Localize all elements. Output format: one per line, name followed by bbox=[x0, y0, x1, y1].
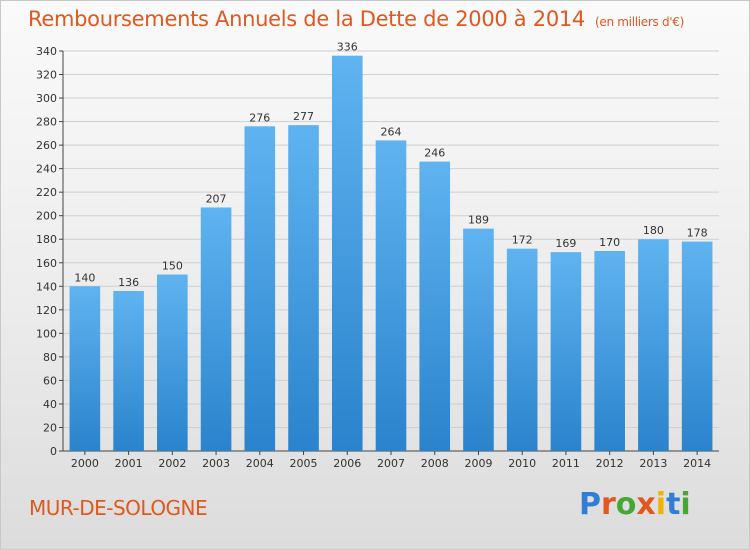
y-tick-label: 60 bbox=[43, 374, 57, 387]
x-tick-label: 2002 bbox=[158, 457, 186, 470]
bar-value-label: 189 bbox=[468, 214, 489, 227]
bar-value-label: 140 bbox=[74, 271, 95, 284]
logo-letter: o bbox=[615, 487, 637, 522]
x-tick-label: 2004 bbox=[246, 457, 274, 470]
chart-title-text: Remboursements Annuels de la Dette de 20… bbox=[28, 7, 585, 31]
y-tick-label: 40 bbox=[43, 398, 57, 411]
proxiti-logo: Proxiti bbox=[579, 487, 691, 522]
bar bbox=[69, 286, 101, 451]
x-tick-label: 2011 bbox=[552, 457, 580, 470]
x-tick-label: 2006 bbox=[333, 457, 361, 470]
bar bbox=[506, 248, 538, 451]
y-tick-label: 140 bbox=[36, 280, 57, 293]
bar bbox=[638, 239, 669, 451]
bar bbox=[288, 125, 319, 451]
y-tick-label: 180 bbox=[36, 233, 57, 246]
commune-name: MUR-DE-SOLOGNE bbox=[29, 496, 208, 520]
y-tick-label: 120 bbox=[36, 304, 57, 317]
logo-letter: r bbox=[601, 487, 616, 522]
x-tick-label: 2005 bbox=[290, 457, 318, 470]
x-tick-label: 2009 bbox=[464, 457, 492, 470]
bar-value-label: 246 bbox=[424, 147, 445, 160]
y-tick-label: 320 bbox=[36, 69, 57, 82]
bar bbox=[550, 252, 582, 451]
bar-value-label: 336 bbox=[337, 41, 358, 54]
y-tick-label: 240 bbox=[36, 163, 57, 176]
chart-title: Remboursements Annuels de la Dette de 20… bbox=[28, 7, 684, 31]
x-tick-label: 2001 bbox=[115, 457, 143, 470]
x-tick-label: 2014 bbox=[683, 457, 711, 470]
bar bbox=[375, 140, 407, 452]
x-tick-label: 2012 bbox=[596, 457, 624, 470]
bar bbox=[200, 207, 232, 451]
x-tick-label: 2008 bbox=[421, 457, 449, 470]
bar bbox=[419, 161, 451, 451]
chart-unit: (en milliers d'€) bbox=[595, 15, 685, 29]
y-tick-label: 100 bbox=[36, 327, 57, 340]
x-tick-label: 2003 bbox=[202, 457, 230, 470]
y-tick-label: 20 bbox=[43, 421, 57, 434]
x-tick-label: 2013 bbox=[639, 457, 667, 470]
logo-letter: t bbox=[666, 487, 681, 522]
bar bbox=[463, 228, 494, 451]
x-tick-label: 2000 bbox=[71, 457, 99, 470]
bar bbox=[681, 241, 713, 451]
bar-value-label: 170 bbox=[599, 236, 620, 249]
x-tick-label: 2007 bbox=[377, 457, 405, 470]
y-tick-label: 220 bbox=[36, 186, 57, 199]
bar bbox=[594, 251, 625, 451]
logo-letter: P bbox=[579, 487, 601, 522]
bar-value-label: 136 bbox=[118, 276, 139, 289]
x-tick-label: 2010 bbox=[508, 457, 536, 470]
bar-value-label: 150 bbox=[162, 260, 183, 273]
labels: 0 20 40 60 80 100 120 140 160 180 200 220 240 260 280 3… bbox=[36, 41, 711, 470]
bar bbox=[157, 274, 188, 451]
bar-value-label: 180 bbox=[643, 224, 664, 237]
bars bbox=[69, 55, 713, 452]
y-tick-label: 260 bbox=[36, 139, 57, 152]
logo-letter: i bbox=[655, 487, 667, 522]
bar-value-label: 207 bbox=[206, 192, 227, 205]
bar-value-label: 172 bbox=[512, 234, 533, 247]
bar bbox=[113, 291, 144, 451]
bar-value-label: 277 bbox=[293, 110, 314, 123]
bar-value-label: 264 bbox=[381, 125, 402, 138]
y-tick-label: 160 bbox=[36, 257, 57, 270]
y-tick-label: 340 bbox=[36, 45, 57, 58]
bar-value-label: 276 bbox=[249, 111, 270, 124]
bar bbox=[244, 126, 276, 451]
y-tick-label: 280 bbox=[36, 116, 57, 129]
logo-letter: x bbox=[636, 487, 656, 522]
y-tick-label: 0 bbox=[50, 445, 57, 458]
y-tick-label: 80 bbox=[43, 351, 57, 364]
bar bbox=[331, 55, 363, 452]
y-tick-label: 300 bbox=[36, 92, 57, 105]
y-tick-label: 200 bbox=[36, 210, 57, 223]
bar-value-label: 178 bbox=[687, 227, 708, 240]
bar-value-label: 169 bbox=[555, 237, 576, 250]
logo-letter: i bbox=[680, 487, 691, 522]
